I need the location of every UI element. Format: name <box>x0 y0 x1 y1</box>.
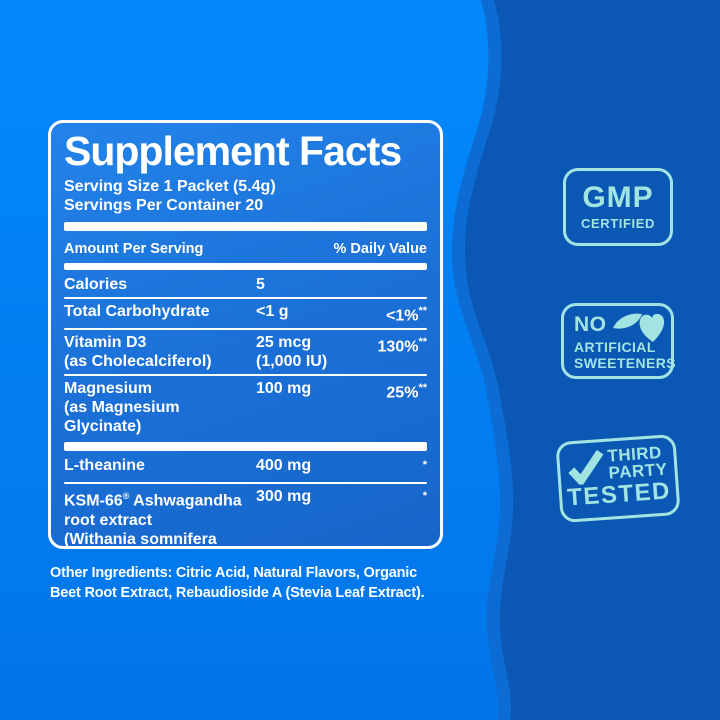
row-name-line1: Magnesium <box>64 379 153 397</box>
divider-thick <box>64 221 427 231</box>
dv-stars: ** <box>418 335 427 348</box>
table-row-calories: Calories 5 <box>64 272 427 297</box>
row-name-line1: KSM-66® Ashwagandha <box>64 487 250 510</box>
row-amount-line2: (1,000 IU) <box>256 352 328 370</box>
row-dv: <1%** <box>386 302 427 325</box>
row-amount: 25 mcg (1,000 IU) <box>256 333 378 371</box>
header-daily-value: % Daily Value <box>333 240 428 257</box>
certified-label: CERTIFIED <box>580 216 655 231</box>
divider-thin <box>64 373 427 376</box>
dv-value: 25% <box>386 384 419 402</box>
row-name-line3: (Withania somnifera root) <box>64 530 217 548</box>
row-name-part: Ashwagandha <box>129 492 242 510</box>
gmp-certified-badge: GMP CERTIFIED <box>563 168 673 246</box>
row-dv: * <box>423 456 427 479</box>
row-dv: * <box>423 487 427 510</box>
sweeteners-label: SWEETENERS <box>574 355 677 371</box>
row-name-line1: Vitamin D3 <box>64 333 147 351</box>
registered-mark: ® <box>122 491 130 502</box>
other-ingredients-line2: Beet Root Extract, Rebaudioside A (Stevi… <box>50 585 425 601</box>
badge-top-row: THIRD PARTY <box>559 442 675 486</box>
row-name-line2: (as Magnesium Glycinate) <box>64 398 180 435</box>
table-row-carbohydrate: Total Carbohydrate <1 g <1%** <box>64 299 427 328</box>
dv-stars: * <box>422 490 427 503</box>
gmp-label: GMP <box>582 181 654 214</box>
header-amount-per-serving: Amount Per Serving <box>64 240 204 257</box>
table-row-ashwagandha: KSM-66® Ashwagandha root extract (Withan… <box>64 484 427 548</box>
row-name: Vitamin D3 (as Cholecalciferol) <box>64 333 256 371</box>
row-name: L-theanine <box>64 456 145 474</box>
divider-thick <box>64 441 427 451</box>
other-ingredients: Other Ingredients: Citric Acid, Natural … <box>50 563 480 603</box>
servings-per-container: Servings Per Container 20 <box>64 196 264 214</box>
other-ingredients-line1: Other Ingredients: Citric Acid, Natural … <box>50 565 417 581</box>
divider-thin <box>64 296 427 299</box>
row-amount: <1 g <box>256 302 289 320</box>
row-amount-line1: 25 mcg <box>256 333 312 351</box>
row-amount: 5 <box>256 275 265 293</box>
third-party-words: THIRD PARTY <box>607 443 668 483</box>
divider-thick <box>64 262 427 270</box>
row-dv: 25%** <box>386 379 427 402</box>
third-party-tested-badge: THIRD PARTY TESTED <box>555 433 681 524</box>
row-name: Magnesium (as Magnesium Glycinate) <box>64 379 256 436</box>
table-row-magnesium: Magnesium (as Magnesium Glycinate) 100 m… <box>64 376 427 439</box>
artificial-label: ARTIFICIAL <box>574 339 656 355</box>
row-name-line2: root extract <box>64 511 153 529</box>
badge-top-row: NO <box>574 313 671 342</box>
row-name: Calories <box>64 275 128 293</box>
row-amount: 300 mg <box>256 488 312 506</box>
dv-stars: * <box>422 458 427 471</box>
dv-value: 130% <box>377 338 419 356</box>
row-name: Total Carbohydrate <box>64 302 210 320</box>
leaves-icon <box>612 313 664 342</box>
table-row-vitamin-d3: Vitamin D3 (as Cholecalciferol) 25 mcg (… <box>64 330 427 374</box>
panel-title: Supplement Facts <box>64 128 402 174</box>
dv-stars: ** <box>418 381 427 394</box>
row-amount: 400 mg <box>256 456 312 474</box>
row-name-part: KSM-66 <box>64 492 123 510</box>
table-row-l-theanine: L-theanine 400 mg * <box>64 453 427 482</box>
divider-thin <box>64 327 427 330</box>
row-name: KSM-66® Ashwagandha root extract (Withan… <box>64 487 256 548</box>
no-artificial-sweeteners-badge: NO ARTIFICIAL SWEETENERS <box>561 303 677 379</box>
dv-stars: ** <box>418 304 427 317</box>
table-header: Amount Per Serving % Daily Value <box>64 233 427 263</box>
dv-value: <1% <box>385 306 419 324</box>
row-name-line2: (as Cholecalciferol) <box>64 352 212 370</box>
no-label: NO <box>574 313 607 336</box>
row-dv: 130%** <box>378 333 427 356</box>
supplement-facts-panel: Supplement Facts Serving Size 1 Packet (… <box>48 120 443 549</box>
serving-size: Serving Size 1 Packet (5.4g) <box>64 177 276 195</box>
tested-label: TESTED <box>566 477 672 512</box>
divider-thin <box>64 482 427 485</box>
row-amount: 100 mg <box>256 379 312 397</box>
checkmark-icon <box>568 449 604 486</box>
